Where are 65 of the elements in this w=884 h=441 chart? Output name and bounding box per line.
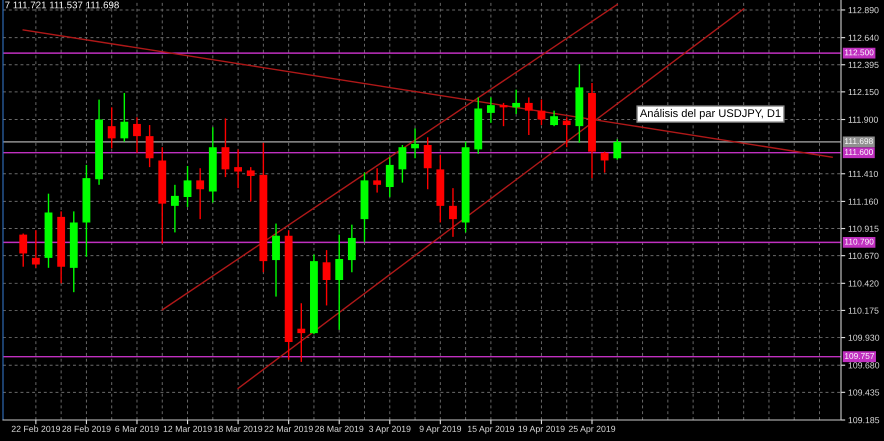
candlestick xyxy=(108,106,116,149)
y-tick-label: 110.175 xyxy=(848,307,879,314)
x-tick-label: 18 Mar 2019 xyxy=(214,426,262,432)
annotation: Análisis del par USDJPY, D1 xyxy=(640,108,781,120)
candlestick xyxy=(32,230,40,269)
x-tick-label: 22 Feb 2019 xyxy=(12,426,60,432)
x-tick-label: 15 Apr 2019 xyxy=(468,426,514,434)
candlestick xyxy=(170,184,179,234)
ref-line-label: 112.500 xyxy=(844,49,874,56)
x-tick-label: 28 Mar 2019 xyxy=(315,426,364,432)
x-tick-label: 22 Mar 2019 xyxy=(264,426,313,432)
candlestick xyxy=(512,88,520,115)
candlestick xyxy=(524,96,533,136)
y-tick-label: 112.890 xyxy=(848,7,879,14)
x-tick-label: 19 Apr 2019 xyxy=(518,426,565,434)
candlestick xyxy=(19,232,28,268)
x-tick-label: 12 Mar 2019 xyxy=(164,426,212,432)
y-tick-label: 110.670 xyxy=(848,252,879,259)
candlestick xyxy=(348,224,356,273)
candlestick xyxy=(613,138,622,160)
ref-line-label: 111.698 xyxy=(844,138,873,144)
candlestick xyxy=(297,302,306,363)
x-tick-label: 3 Apr 2019 xyxy=(368,426,411,434)
candlestick xyxy=(120,92,128,142)
candlestick xyxy=(449,187,457,238)
candlestick xyxy=(424,136,432,190)
candlestick xyxy=(373,168,382,194)
y-tick-label: 112.150 xyxy=(848,88,879,96)
candlestick xyxy=(234,148,242,189)
candlestick xyxy=(322,249,330,306)
y-tick-label: 111.900 xyxy=(848,116,878,123)
x-tick-label: 9 Apr 2019 xyxy=(420,426,462,434)
x-tick-label: 6 Mar 2019 xyxy=(115,426,159,432)
candlestick xyxy=(386,156,394,198)
y-tick-label: 112.640 xyxy=(848,34,879,41)
y-tick-label: 109.185 xyxy=(848,417,880,424)
x-tick-label: 28 Feb 2019 xyxy=(62,426,111,432)
candlestick xyxy=(500,102,508,127)
y-tick-label: 109.435 xyxy=(848,389,880,396)
y-tick-label: 112.395 xyxy=(848,62,879,68)
ref-line-label: 110.790 xyxy=(844,238,874,245)
candlestick xyxy=(335,234,344,330)
y-tick-label: 109.930 xyxy=(848,334,880,341)
ref-line-label: 109.757 xyxy=(844,353,874,359)
candlestick xyxy=(196,168,204,220)
ref-line-label: 111.600 xyxy=(844,149,873,155)
candlestick xyxy=(222,118,230,178)
candlestick xyxy=(486,96,495,124)
candlestick xyxy=(146,124,154,168)
candlestick xyxy=(184,165,192,208)
candlestick xyxy=(246,166,255,202)
candlestick xyxy=(411,128,419,159)
x-tick-label: 25 Apr 2019 xyxy=(568,426,616,434)
y-tick-label: 109.680 xyxy=(848,362,880,368)
annotation: 7 111.721 111.537 111.698 xyxy=(5,2,119,8)
candlestick xyxy=(562,116,571,148)
y-tick-label: 111.160 xyxy=(848,198,878,205)
y-tick-label: 111.410 xyxy=(848,170,878,178)
candlestick xyxy=(600,150,609,174)
y-tick-label: 110.915 xyxy=(848,226,879,232)
candlestick xyxy=(398,144,406,184)
candlestick xyxy=(133,116,141,154)
candlestick xyxy=(538,98,546,126)
candlestick xyxy=(550,110,558,127)
y-tick-label: 110.420 xyxy=(848,280,879,287)
